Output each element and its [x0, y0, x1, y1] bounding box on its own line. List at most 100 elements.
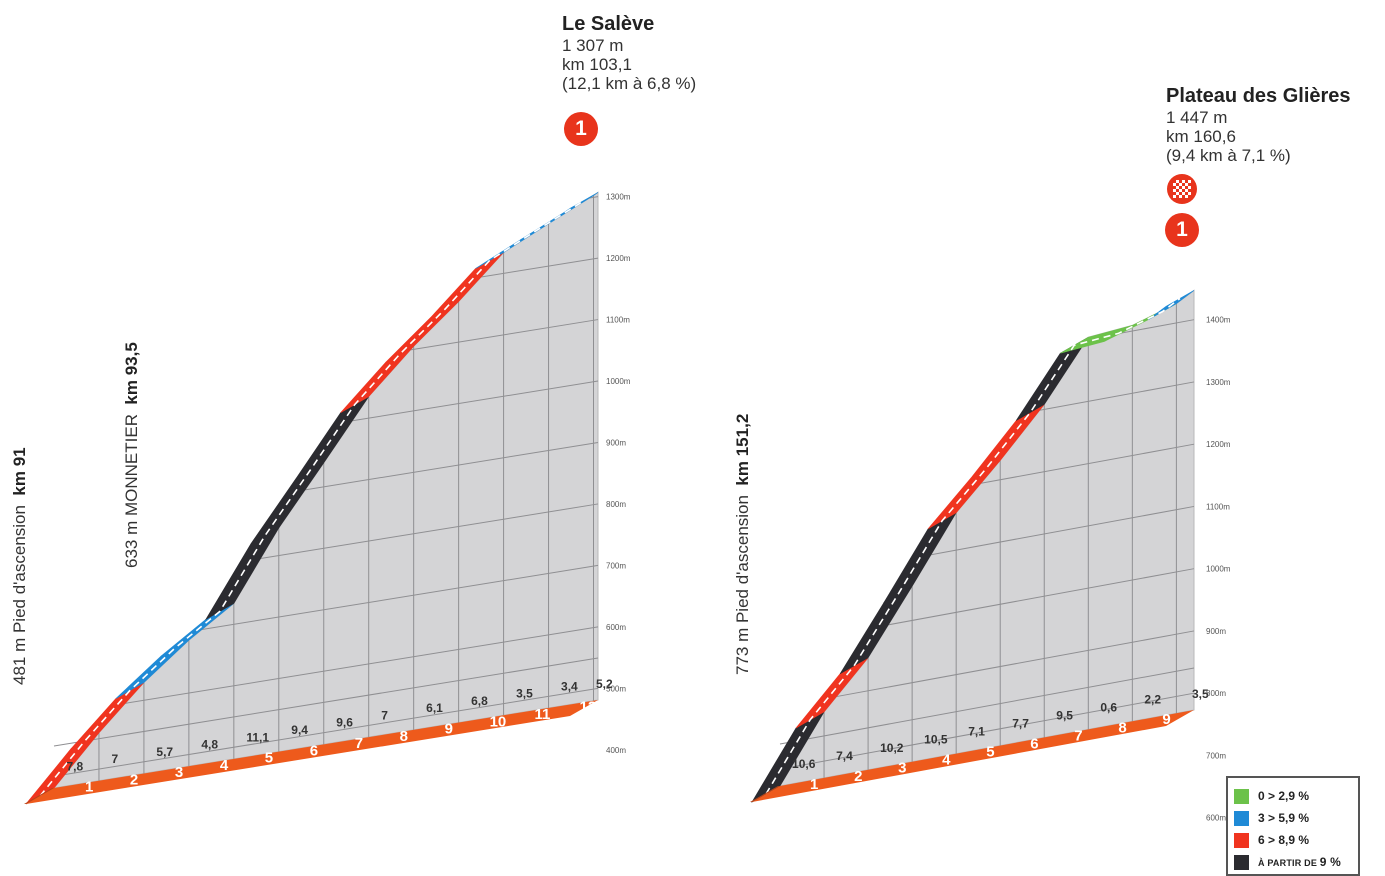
km-marker-label: 2 [854, 768, 862, 785]
start-label-km: km 91 [10, 447, 29, 496]
km-marker-label: 1 [85, 779, 93, 796]
y-tick-label: 900m [606, 438, 626, 447]
km-marker-label: 8 [1118, 719, 1126, 736]
gradient-label: 9,4 [291, 723, 308, 737]
start-label-le-saleve: 481 m Pied d'ascension km 91 [10, 447, 30, 685]
km-marker-label: 5 [986, 744, 994, 761]
category-badge: 1 [1165, 213, 1199, 247]
grid-line-altitude [980, 443, 1195, 484]
km-marker-label: 9 [1162, 711, 1170, 728]
summit-altitude: 1 307 m [562, 36, 624, 55]
gradient-label: 3,5 [516, 687, 533, 701]
grid-line-altitude [836, 630, 1195, 698]
y-tick-label: 1200m [606, 254, 631, 263]
km-marker-label: 6 [310, 742, 318, 759]
gradient-label: 7,1 [968, 725, 985, 739]
y-tick-label: 900m [1206, 627, 1226, 636]
finish-flag-icon [1167, 174, 1197, 204]
gradient-label: 11,1 [246, 730, 269, 744]
legend-label: 3 > 5,9 % [1258, 811, 1310, 825]
km-marker-label: 3 [898, 760, 906, 777]
gradient-label: 5,7 [156, 745, 173, 759]
mid-label-km: km 93,5 [122, 342, 141, 405]
y-tick-label: 800m [606, 500, 626, 509]
legend-swatch [1234, 811, 1249, 826]
y-tick-label: 1400m [1206, 316, 1231, 325]
base-strip [26, 700, 598, 804]
y-tick-label: 600m [606, 623, 626, 632]
gradient-label: 0,6 [1100, 700, 1117, 714]
base-strip-side [750, 786, 780, 802]
km-marker-label: 7 [355, 735, 363, 752]
y-tick-label: 600m [1206, 814, 1226, 823]
gradient-label: 7 [381, 708, 388, 722]
grid-line-altitude [201, 564, 599, 630]
mid-label-monnetier: 633 m MONNETIER km 93,5 [122, 342, 142, 568]
km-marker-label: 3 [175, 764, 183, 781]
summit-km: km 160,6 [1166, 127, 1236, 146]
grid-line-altitude [779, 667, 1195, 745]
legend-label-prefix: À PARTIR DE [1258, 858, 1318, 868]
road-centre-line [765, 297, 1181, 795]
y-tick-label: 400m [606, 746, 626, 755]
legend-label: À PARTIR DE 9 % [1258, 854, 1341, 871]
gradient-label: 7,7 [1012, 717, 1029, 731]
km-marker-label: 4 [220, 757, 229, 774]
base-strip [752, 710, 1194, 802]
grid-line-altitude [481, 257, 599, 278]
gradient-label: 9,5 [1056, 708, 1073, 722]
grid-line-altitude [930, 505, 1195, 556]
legend-label: 6 > 8,9 % [1258, 833, 1310, 847]
legend-label: 0 > 2,9 % [1258, 789, 1310, 803]
legend-swatch [1234, 789, 1249, 804]
y-tick-label: 1100m [606, 316, 630, 325]
grid-line-altitude [64, 687, 599, 776]
km-marker-label: 9 [445, 721, 453, 738]
km-marker-label: 1 [810, 776, 818, 793]
km-marker-label: 2 [130, 771, 138, 788]
y-tick-label: 700m [606, 561, 626, 570]
gradient-label: 7,8 [66, 759, 83, 773]
grid-line-altitude [305, 441, 599, 491]
gradient-label: 10,5 [924, 733, 948, 747]
legend-label-value: 9 % [1319, 855, 1342, 869]
grid-line-altitude [53, 657, 599, 747]
legend-swatch [1234, 833, 1249, 848]
profile-chart-plateau-des-glieres: 1 2 3 4 5 6 7 8 9 10,6 7,4 10,2 10,5 7,1 7,7 9,5 0,6 2,2 3… [750, 289, 1231, 823]
summit-info-plateau-des-glieres: Plateau des Glières 1 447 m km 160,6 (9,… [1166, 84, 1351, 165]
y-tick-label: 1300m [606, 193, 631, 202]
gradient-label: 10,2 [880, 741, 904, 755]
category-badge: 1 [564, 112, 598, 146]
start-label-plateau-des-glieres: 773 m Pied d'ascension km 151,2 [733, 414, 753, 675]
y-tick-label: 500m [606, 684, 626, 693]
y-tick-label: 800m [1206, 689, 1226, 698]
gradient-label: 5,2 [596, 677, 613, 691]
legend-swatch [1234, 855, 1249, 870]
gradient-label: 7 [111, 752, 118, 766]
km-marker-label: 11 [535, 706, 551, 723]
gradient-label: 10,6 [792, 757, 816, 771]
start-label-text: 773 m Pied d'ascension [733, 495, 752, 675]
grid-line-altitude [260, 503, 599, 560]
profile-chart-le-saleve: 1 2 3 4 5 6 7 8 9 10 11 127,875,74,811,19,49,676,16… [24, 191, 631, 805]
y-tick-label: 1100m [1206, 502, 1230, 511]
grid-line-altitude [888, 568, 1195, 626]
gradient-label: 6,8 [471, 694, 488, 708]
summit-altitude: 1 447 m [1166, 108, 1228, 127]
grid-line-altitude [1039, 381, 1195, 411]
km-marker-label: 6 [1030, 735, 1038, 752]
grid-line-altitude [791, 692, 1195, 768]
gradient-label: 4,8 [201, 738, 218, 752]
gradient-label: 6,1 [426, 701, 443, 715]
y-tick-label: 700m [1206, 751, 1226, 760]
km-marker-label: 4 [942, 752, 951, 769]
km-marker-label: 12 [580, 699, 597, 716]
y-tick-label: 1000m [1206, 565, 1231, 574]
y-tick-label: 1300m [1206, 378, 1231, 387]
gradient-label: 3,5 [1192, 687, 1209, 701]
gradient-label: 9,6 [336, 716, 353, 730]
km-marker-label: 10 [490, 713, 507, 730]
summit-name: Plateau des Glières [1166, 85, 1351, 107]
road-centre-line [39, 199, 585, 797]
